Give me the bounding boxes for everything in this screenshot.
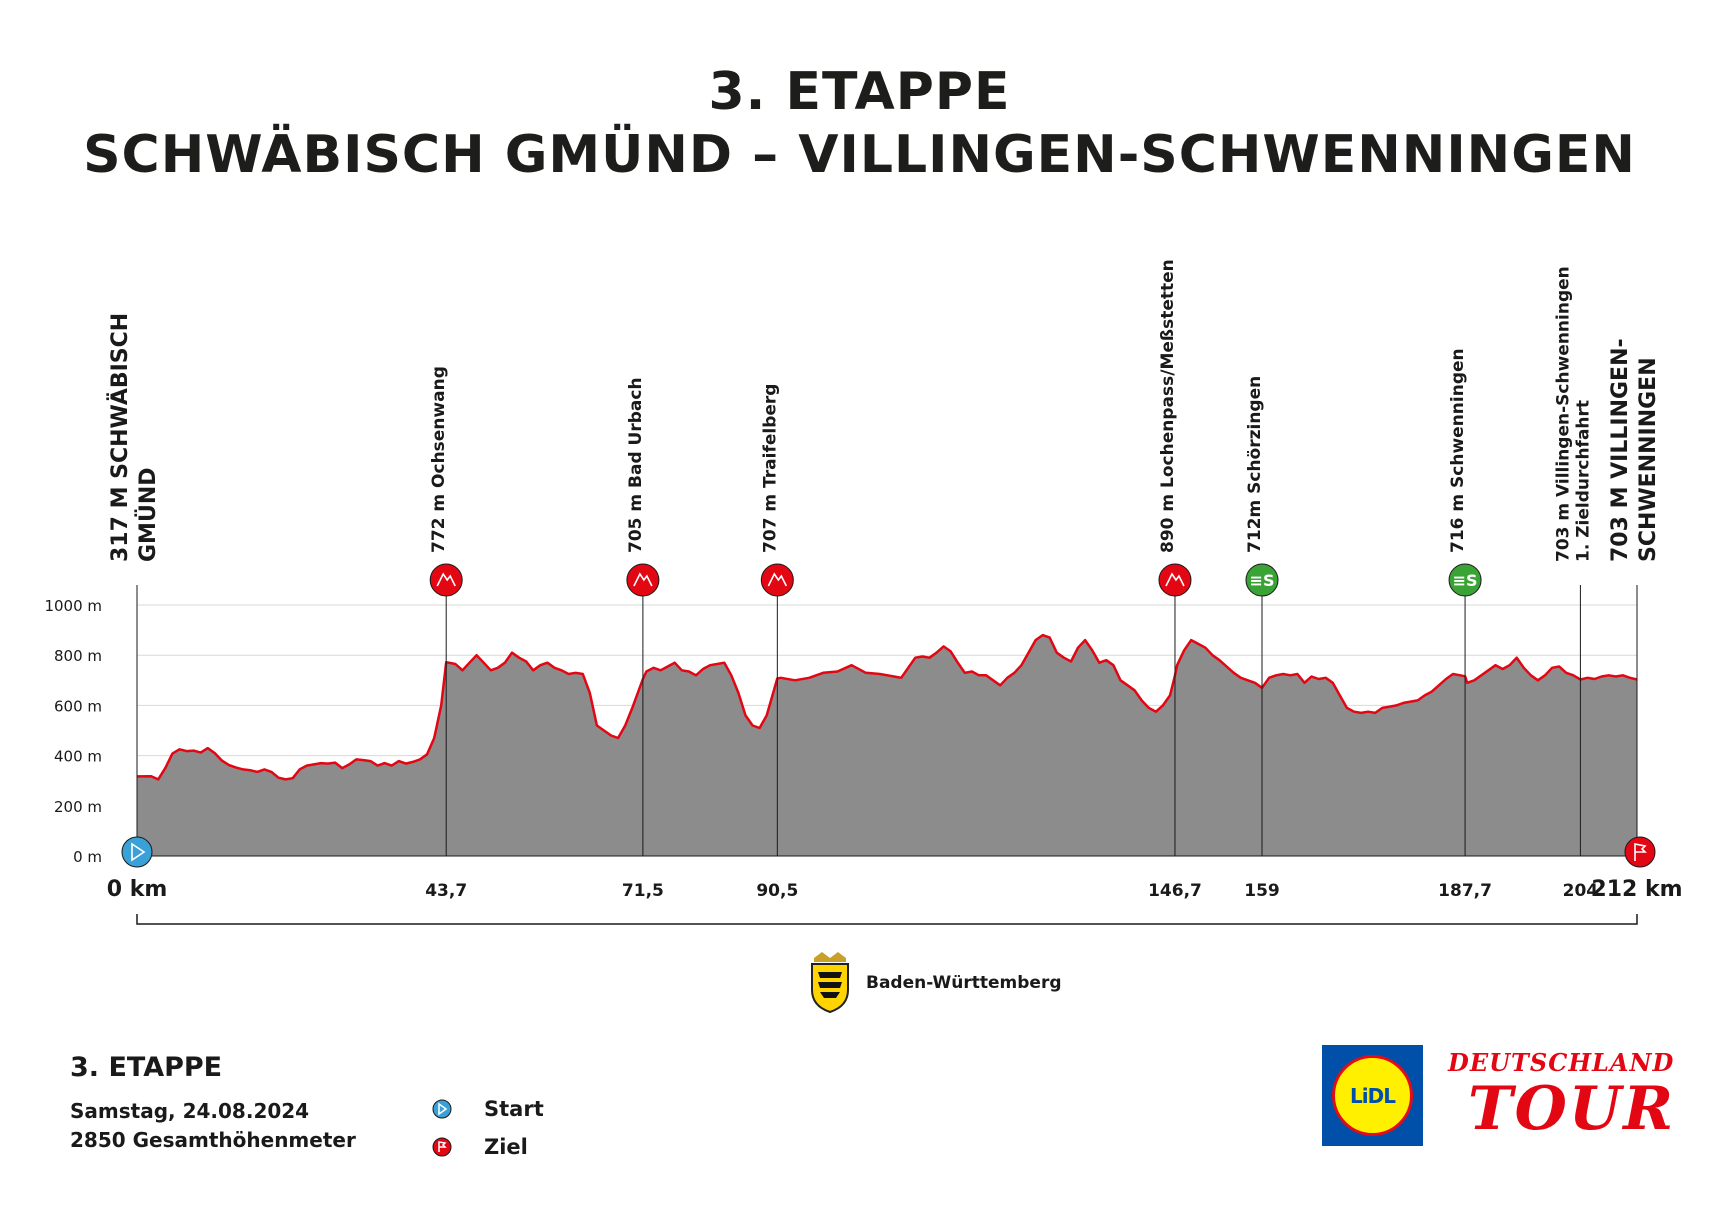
marker-circle (760, 563, 794, 597)
marker-circle (429, 563, 463, 597)
y-tick-label: 0 m (73, 848, 102, 866)
x-tick-label: 43,7 (425, 881, 467, 901)
info-date: Samstag, 24.08.2024 (70, 1099, 310, 1123)
finish-glyph (1634, 843, 1647, 861)
y-tick-label: 800 m (54, 647, 102, 665)
sprint-icon: ≡S (1448, 563, 1482, 597)
info-title: 3. ETAPPE (70, 1052, 223, 1083)
mountain-glyph (1165, 572, 1185, 587)
mountain-classification-icon (626, 563, 660, 597)
legend: Start Ziel (432, 1090, 544, 1166)
lidl-logo: LiDL (1322, 1045, 1423, 1146)
marker-circle (1158, 563, 1192, 597)
finish-flag-icon (1624, 836, 1656, 868)
legend-finish-label: Ziel (484, 1135, 528, 1159)
marker-label: 317 M SCHWÄBISCH (107, 313, 133, 562)
start-icon (432, 1099, 452, 1119)
legend-item-finish: Ziel (432, 1128, 544, 1166)
y-tick-label: 1000 m (44, 597, 102, 615)
y-tick-label: 600 m (54, 697, 102, 715)
marker-label: 705 m Bad Urbach (626, 377, 646, 553)
marker-circle (626, 563, 660, 597)
legend-start-label: Start (484, 1097, 544, 1121)
mountain-classification-icon (1158, 563, 1192, 597)
x-tick-label: 71,5 (622, 881, 664, 901)
marker-label: 716 m Schwenningen (1448, 348, 1468, 553)
mountain-glyph (767, 572, 788, 587)
y-tick-label: 400 m (54, 748, 102, 766)
stage-title: 3. ETAPPE (708, 62, 1011, 122)
start-glyph (131, 842, 146, 862)
marker-label: SCHWENNINGEN (1636, 357, 1661, 562)
marker-label: 703 M VILLINGEN- (1608, 338, 1633, 562)
mountain-classification-icon (429, 563, 463, 597)
x-tick-label: 159 (1244, 881, 1280, 901)
start-circle (121, 836, 153, 868)
x-tick-label: 204 (1563, 881, 1599, 901)
start-icon (121, 836, 153, 868)
marker-circle (1245, 563, 1279, 597)
marker-label: 712m Schörzingen (1245, 376, 1265, 553)
marker-label: 890 m Lochenpass/Meßstetten (1158, 259, 1178, 553)
stage-route-title: SCHWÄBISCH GMÜND – VILLINGEN-SCHWENNINGE… (83, 125, 1636, 185)
marker-label: GMÜND (135, 468, 161, 563)
x-tick-label: 0 km (107, 877, 168, 902)
tour-logo-top-text: DEUTSCHLAND (1448, 1048, 1675, 1077)
legend-item-start: Start (432, 1090, 544, 1128)
marker-label: 1. Zieldurchfahrt (1573, 400, 1593, 562)
marker-circle (1448, 563, 1482, 597)
marker-label: 707 m Traifelberg (760, 384, 780, 553)
marker-label: 703 m Villingen-Schwenningen (1553, 266, 1573, 562)
sprint-glyph: ≡S (1250, 571, 1275, 590)
region-label: Baden-Württemberg (866, 973, 1062, 993)
marker-label: 772 m Ochsenwang (429, 366, 449, 553)
mountain-classification-icon (760, 563, 794, 597)
stage-info: 3. ETAPPE Samstag, 24.08.2024 2850 Gesam… (70, 1052, 356, 1155)
y-tick-label: 200 m (54, 798, 102, 816)
deutschland-tour-logo: DEUTSCHLAND TOUR (1438, 1040, 1688, 1150)
x-tick-label: 212 km (1591, 877, 1682, 902)
info-elevation: 2850 Gesamthöhenmeter (70, 1128, 356, 1152)
region-badge: Baden-Württemberg (808, 952, 1062, 1014)
route-bracket (136, 914, 1638, 925)
elevation-line (136, 633, 1638, 781)
tour-logo-bottom-text: TOUR (1468, 1074, 1676, 1144)
lidl-logo-text: LiDL (1350, 1083, 1396, 1108)
sprint-icon: ≡S (1245, 563, 1279, 597)
x-tick-label: 146,7 (1148, 881, 1202, 901)
mountain-glyph (633, 572, 653, 587)
elevation-area (137, 635, 1637, 856)
finish-flag-icon (432, 1137, 452, 1157)
baden-wuerttemberg-crest-icon (811, 952, 849, 1014)
sprint-glyph: ≡S (1453, 571, 1478, 590)
mountain-glyph (436, 572, 456, 587)
x-tick-label: 90,5 (756, 881, 798, 901)
x-tick-label: 187,7 (1438, 881, 1492, 901)
